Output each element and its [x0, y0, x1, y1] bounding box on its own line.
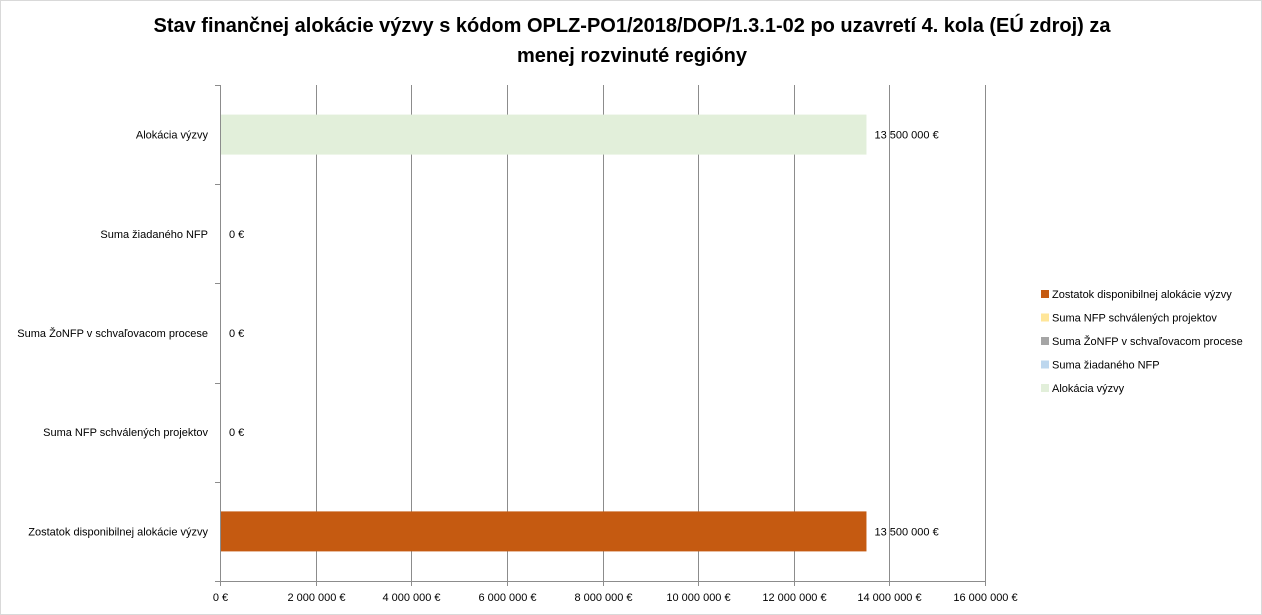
chart-title-line-2: menej rozvinuté regióny: [516, 45, 748, 67]
legend-swatch: [1041, 360, 1049, 369]
chart-title-line-1: Stav finančnej alokácie výzvy s kódom OP…: [153, 15, 1111, 37]
y-category-label: Alokácia výzvy: [136, 130, 209, 142]
y-category-label: Suma ŽoNFP v schvaľovacom procese: [17, 327, 208, 340]
legend-item-label: Alokácia výzvy: [1052, 383, 1125, 395]
data-label: 13 500 000 €: [874, 526, 938, 538]
x-tick-label: 2 000 000 €: [287, 592, 345, 604]
data-label: 13 500 000 €: [874, 130, 938, 142]
grid-layer: [316, 85, 986, 581]
legend: Zostatok disponibilnej alokácie výzvy Sum…: [1041, 289, 1243, 395]
x-tick-label: 6 000 000 €: [478, 592, 536, 604]
x-tick-label: 16 000 000 €: [953, 592, 1017, 604]
x-tick-label: 12 000 000 €: [762, 592, 826, 604]
data-label: 0 €: [229, 427, 244, 439]
data-label: 0 €: [229, 229, 244, 241]
x-tick-label: 10 000 000 €: [666, 592, 730, 604]
x-tick-label: 0 €: [213, 592, 228, 604]
legend-swatch: [1041, 337, 1049, 345]
legend-item-label: Suma žiadaného NFP: [1052, 360, 1160, 372]
x-tick-label: 14 000 000 €: [857, 592, 921, 604]
data-label: 0 €: [229, 328, 244, 340]
bar: [221, 114, 867, 155]
legend-swatch: [1041, 313, 1049, 322]
legend-item-label: Suma ŽoNFP v schvaľovacom procese: [1052, 335, 1243, 348]
y-category-label: Suma NFP schválených projektov: [43, 427, 208, 439]
axis-layer: 0 € 2 000 000 € 4 000 000 € 6 000 000 € 8 00…: [213, 85, 1018, 604]
y-category-label: Zostatok disponibilnej alokácie výzvy: [28, 526, 208, 538]
legend-swatch: [1041, 384, 1049, 392]
legend-swatch: [1041, 290, 1049, 298]
x-tick-label: 4 000 000 €: [382, 592, 440, 604]
label-layer: Alokácia výzvy 13 500 000 € Suma žiadaného…: [17, 130, 938, 539]
chart-title: Stav finančnej alokácie výzvy s kódom OP…: [1, 11, 1262, 71]
x-tick-label: 8 000 000 €: [574, 592, 632, 604]
y-category-label: Suma žiadaného NFP: [100, 229, 208, 241]
legend-item-label: Zostatok disponibilnej alokácie výzvy: [1052, 289, 1232, 301]
bar: [221, 511, 867, 552]
bar-layer: [221, 114, 867, 552]
legend-item-label: Suma NFP schválených projektov: [1052, 313, 1217, 325]
